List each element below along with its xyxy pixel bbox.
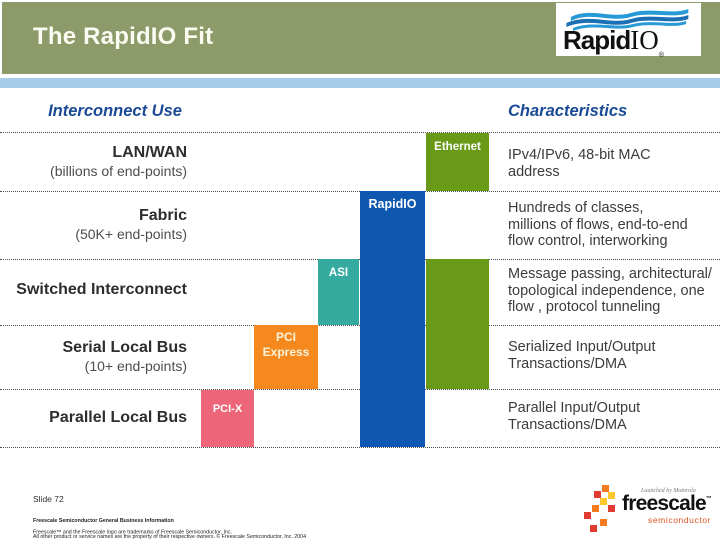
bar-label-asi: ASI xyxy=(328,267,349,279)
legal-text: Freescale Semiconductor General Business… xyxy=(33,514,306,540)
freescale-word: freescale xyxy=(622,492,707,515)
characteristic-serial-local-bus: Serialized Input/Output Transactions/DMA xyxy=(508,339,656,372)
freescale-logo: Launched by Motorola freescale™ semicond… xyxy=(580,479,712,535)
row-label-lan-wan: LAN/WAN (billions of end-points) xyxy=(0,143,187,180)
rapidio-logo-text: RapidIO® xyxy=(563,25,664,59)
row-label-subtitle: (50K+ end-points) xyxy=(75,226,187,242)
characteristic-switched-interconnect: Message passing, architectural/ topologi… xyxy=(508,266,712,315)
rapidio-logo-io: IO xyxy=(630,25,659,55)
launched-by-motorola-text: Launched by Motorola xyxy=(641,488,696,494)
trademark-symbol: ™ xyxy=(705,496,712,502)
bar-label-rapidio: RapidIO xyxy=(368,197,417,211)
bar-label-pci-express: PCI Express xyxy=(262,330,310,359)
bar-asi: ASI xyxy=(318,259,359,325)
bar-ethernet-lower xyxy=(426,259,489,389)
legal-line-1: Freescale Semiconductor General Business… xyxy=(33,517,174,524)
characteristic-lan-wan: IPv4/IPv6, 48-bit MAC address xyxy=(508,147,651,180)
bar-pci-express: PCI Express xyxy=(254,325,318,389)
bar-ethernet: Ethernet xyxy=(426,133,489,191)
page-title: The RapidIO Fit xyxy=(33,23,214,50)
row-label-subtitle: (10+ end-points) xyxy=(84,358,187,374)
row-separator xyxy=(0,132,720,133)
row-label-title: Serial Local Bus xyxy=(62,339,188,356)
bar-label-pci-x: PCI-X xyxy=(212,403,243,415)
rapidio-waves-icon xyxy=(566,9,689,31)
row-label-title: Parallel Local Bus xyxy=(49,409,187,426)
characteristic-parallel-local-bus: Parallel Input/Output Transactions/DMA xyxy=(508,400,641,433)
row-label-fabric: Fabric (50K+ end-points) xyxy=(0,206,187,243)
legal-lines: Freescale™ and the Freescale logo are tr… xyxy=(33,529,307,540)
row-label-title: Switched Interconnect xyxy=(16,281,187,298)
row-label-switched-interconnect: Switched Interconnect xyxy=(0,280,187,299)
bar-label-ethernet: Ethernet xyxy=(434,141,481,153)
semiconductor-text: semiconductor xyxy=(648,515,712,525)
freescale-wordmark: freescale™ xyxy=(622,492,712,516)
rapidio-logo-rapid: Rapid xyxy=(563,25,631,55)
column-heading-interconnect-use: Interconnect Use xyxy=(48,102,182,120)
rapidio-logo: RapidIO® xyxy=(556,3,701,59)
characteristic-fabric: Hundreds of classes, millions of flows, … xyxy=(508,200,688,249)
row-label-title: LAN/WAN xyxy=(112,144,187,161)
accent-band xyxy=(0,78,720,88)
row-separator xyxy=(0,447,720,448)
row-label-title: Fabric xyxy=(138,207,187,224)
bar-rapidio: RapidIO xyxy=(360,191,425,447)
row-label-serial-local-bus: Serial Local Bus (10+ end-points) xyxy=(0,338,188,375)
freescale-squares-icon xyxy=(584,485,615,532)
row-label-parallel-local-bus: Parallel Local Bus xyxy=(0,408,187,427)
row-label-subtitle: (billions of end-points) xyxy=(50,163,187,179)
registered-mark: ® xyxy=(658,52,664,59)
bar-pci-x: PCI-X xyxy=(201,390,254,447)
column-heading-characteristics: Characteristics xyxy=(508,102,628,120)
slide-number: Slide 72 xyxy=(33,494,64,504)
